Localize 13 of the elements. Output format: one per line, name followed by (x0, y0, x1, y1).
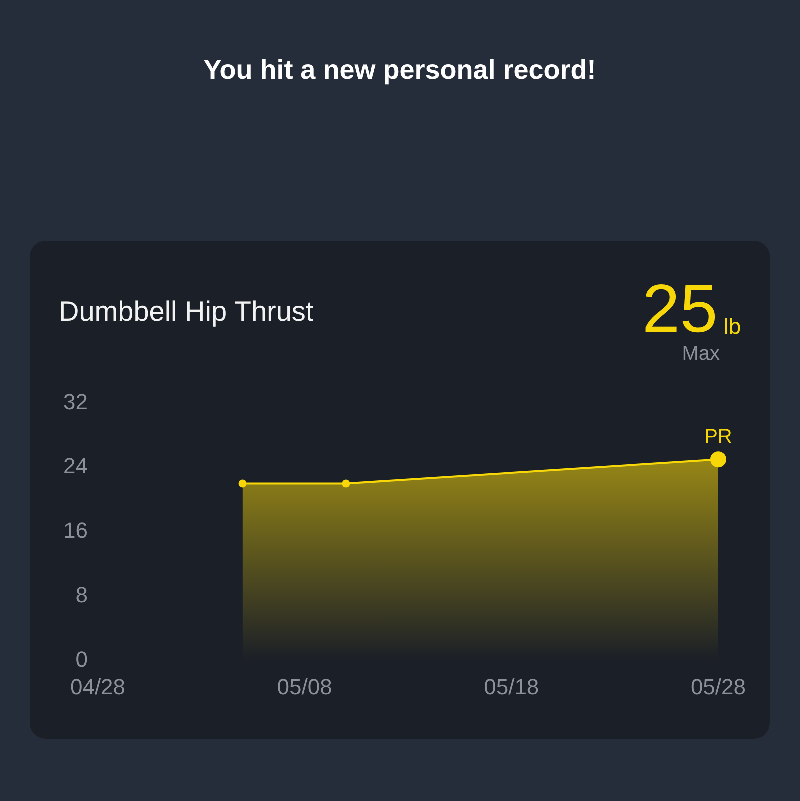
x-tick-label: 05/28 (690, 674, 746, 700)
x-tick-label: 04/28 (70, 674, 126, 700)
y-tick-label: 24 (64, 454, 88, 479)
y-tick-label: 8 (76, 582, 88, 608)
chart-title: Dumbbell Hip Thrust (59, 296, 314, 327)
y-tick-label: 0 (76, 647, 88, 672)
annotation: PR (704, 426, 732, 448)
text: lb (724, 314, 742, 339)
y-tick-label: 32 (64, 389, 88, 414)
x-tick-label: 05/08 (277, 674, 332, 700)
text: You hit a new personal record! (202, 55, 598, 85)
y-tick-label: 16 (64, 518, 88, 544)
x-tick-label: 05/18 (484, 674, 540, 700)
